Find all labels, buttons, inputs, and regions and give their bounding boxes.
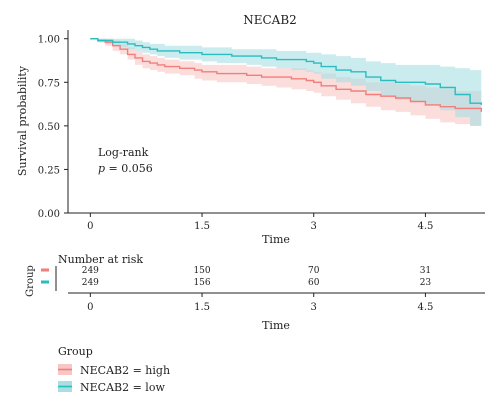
legend: NECAB2 = high NECAB2 = low	[58, 364, 170, 394]
risk-count: 249	[82, 278, 99, 288]
legend-item-label: NECAB2 = high	[80, 364, 170, 377]
confidence-bands	[90, 38, 482, 130]
logrank-label: Log-rank	[98, 146, 149, 159]
p-value: p = 0.056	[98, 162, 153, 175]
y-tick-label: 1.00	[38, 35, 60, 46]
y-tick-label: 0.00	[38, 209, 60, 220]
risk-table-title: Number at risk	[58, 253, 143, 266]
risk-x-tick-label: 1.5	[194, 302, 210, 313]
risk-count: 150	[193, 266, 210, 276]
risk-count: 156	[193, 278, 210, 288]
risk-x-ticks: 0 1.5 3 4.5	[87, 293, 433, 313]
risk-x-tick-label: 0	[87, 302, 93, 313]
p-symbol: p	[98, 162, 105, 175]
x-tick-label: 1.5	[194, 221, 210, 232]
risk-count: 249	[82, 266, 99, 276]
survival-curve-high	[90, 38, 482, 112]
x-tick-label: 3	[311, 221, 317, 232]
legend-title: Group	[58, 345, 93, 358]
p-value-text: = 0.056	[105, 162, 153, 175]
risk-table-ylabel: Group	[25, 265, 36, 297]
risk-x-axis-label: Time	[262, 319, 290, 332]
y-axis-label: Survival probability	[16, 65, 29, 176]
main-axes	[67, 30, 485, 214]
risk-count: 31	[420, 266, 431, 276]
risk-table-rows: 249 150 70 31 249 156 60 23	[41, 266, 431, 291]
risk-x-tick-label: 4.5	[417, 302, 433, 313]
y-ticks: 0.00 0.25 0.50 0.75 1.00	[38, 35, 68, 220]
survival-curve-low	[90, 38, 482, 105]
y-tick-label: 0.25	[38, 165, 60, 176]
risk-x-tick-label: 3	[311, 302, 317, 313]
y-tick-label: 0.50	[38, 122, 60, 133]
risk-count: 60	[308, 278, 320, 288]
chart-title: NECAB2	[243, 13, 297, 27]
x-tick-label: 0	[87, 221, 93, 232]
ci-band-low	[90, 38, 482, 130]
x-axis-label: Time	[262, 233, 290, 246]
x-tick-label: 4.5	[417, 221, 433, 232]
risk-count: 23	[420, 278, 432, 288]
ci-band-high	[90, 38, 482, 130]
risk-count: 70	[308, 266, 320, 276]
legend-item-label: NECAB2 = low	[80, 381, 165, 394]
y-tick-label: 0.75	[38, 78, 60, 89]
x-ticks: 0 1.5 3 4.5	[87, 213, 433, 232]
survival-curves	[90, 38, 482, 112]
